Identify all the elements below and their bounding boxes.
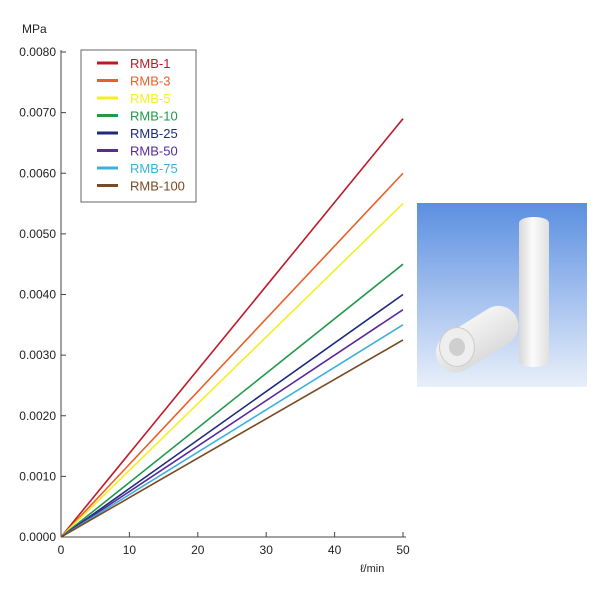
legend-label: RMB-100 [130, 179, 185, 194]
x-axis-label: ℓ/min [360, 563, 384, 575]
legend-label: RMB-25 [130, 126, 178, 141]
legend [80, 49, 197, 203]
legend-label: RMB-1 [130, 56, 170, 71]
legend-label: RMB-50 [130, 144, 178, 159]
series-line-rmb-10 [60, 263, 404, 538]
series-line-rmb-5 [60, 202, 404, 538]
series-line-rmb-100 [60, 339, 404, 538]
legend-label: RMB-3 [130, 74, 170, 89]
y-tick-label: 0.0000 [19, 530, 56, 544]
y-tick-label: 0.0010 [19, 469, 56, 483]
x-tick-label: 0 [58, 543, 65, 557]
y-tick-label: 0.0020 [19, 409, 56, 423]
series-line-rmb-3 [60, 172, 404, 538]
x-tick-label: 50 [396, 543, 410, 557]
y-tick-label: 0.0060 [19, 166, 56, 180]
x-tick-label: 40 [328, 543, 342, 557]
y-axis-label: MPa [22, 22, 47, 36]
series-line-rmb-1 [60, 118, 404, 538]
series-line-rmb-25 [60, 293, 404, 538]
x-tick-label: 20 [191, 543, 205, 557]
y-tick-label: 0.0050 [19, 227, 56, 241]
y-tick-label: 0.0070 [19, 106, 56, 120]
filter-cartridge-photo [417, 203, 587, 387]
legend-label: RMB-5 [130, 91, 170, 106]
legend-label: RMB-10 [130, 109, 178, 124]
x-tick-label: 10 [123, 543, 137, 557]
y-tick-label: 0.0080 [19, 45, 56, 59]
series-line-rmb-75 [60, 324, 404, 538]
series-line-rmb-50 [60, 308, 404, 538]
x-tick-label: 30 [260, 543, 274, 557]
y-tick-label: 0.0030 [19, 348, 56, 362]
legend-label: RMB-75 [130, 161, 178, 176]
y-tick-label: 0.0040 [19, 288, 56, 302]
